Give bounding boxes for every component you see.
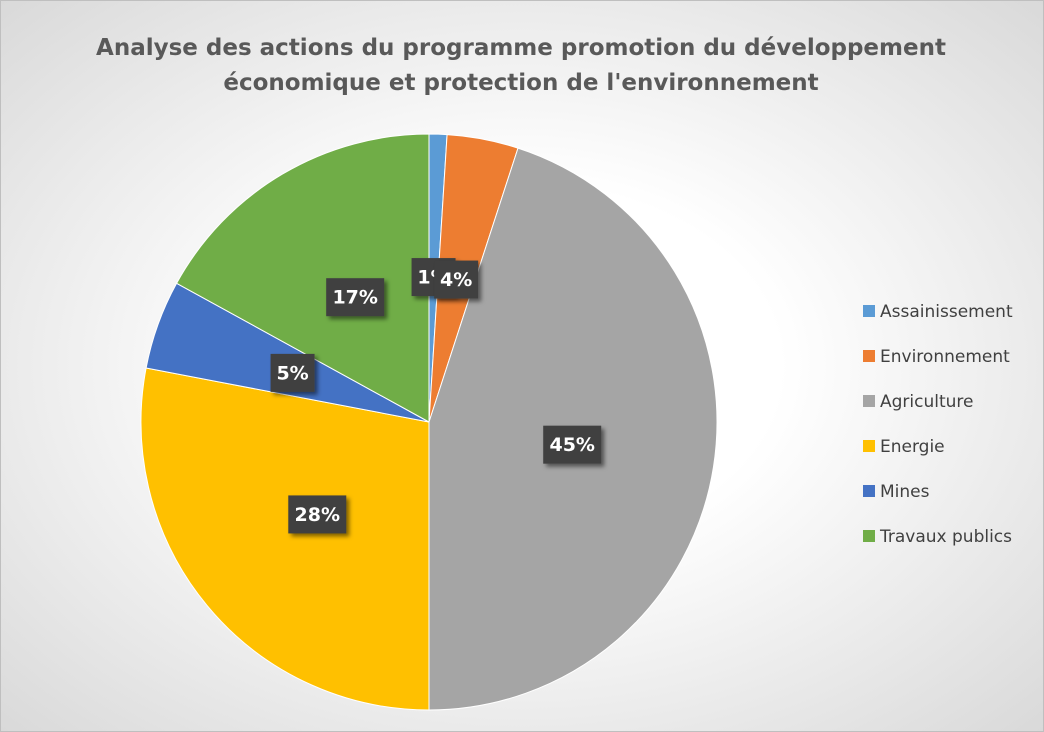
legend-label: Energie	[880, 437, 945, 457]
legend-swatch	[863, 530, 875, 542]
legend-swatch	[863, 350, 875, 362]
data-label-box	[326, 278, 385, 317]
data-label-box	[543, 425, 602, 464]
data-label-box	[434, 260, 479, 299]
legend-swatch	[863, 485, 875, 497]
legend-label: Environnement	[880, 347, 1010, 367]
chart-title: Analyse des actions du programme promoti…	[96, 35, 946, 96]
legend-label: Assainissement	[880, 302, 1013, 322]
data-label: 45%	[549, 434, 594, 456]
legend-swatch	[863, 395, 875, 407]
legend-label: Mines	[880, 482, 930, 502]
data-label-box	[270, 353, 315, 392]
data-label: 5%	[276, 362, 308, 384]
legend-label: Agriculture	[880, 392, 974, 412]
legend-swatch	[863, 305, 875, 317]
pie-slice	[175, 133, 430, 423]
data-label: 28%	[295, 504, 340, 526]
pie-slice	[140, 367, 430, 711]
data-label: 4%	[440, 269, 472, 291]
data-label: 17%	[332, 287, 377, 309]
data-label-box	[288, 495, 347, 534]
legend-label: Travaux publics	[879, 527, 1012, 547]
legend-swatch	[863, 440, 875, 452]
